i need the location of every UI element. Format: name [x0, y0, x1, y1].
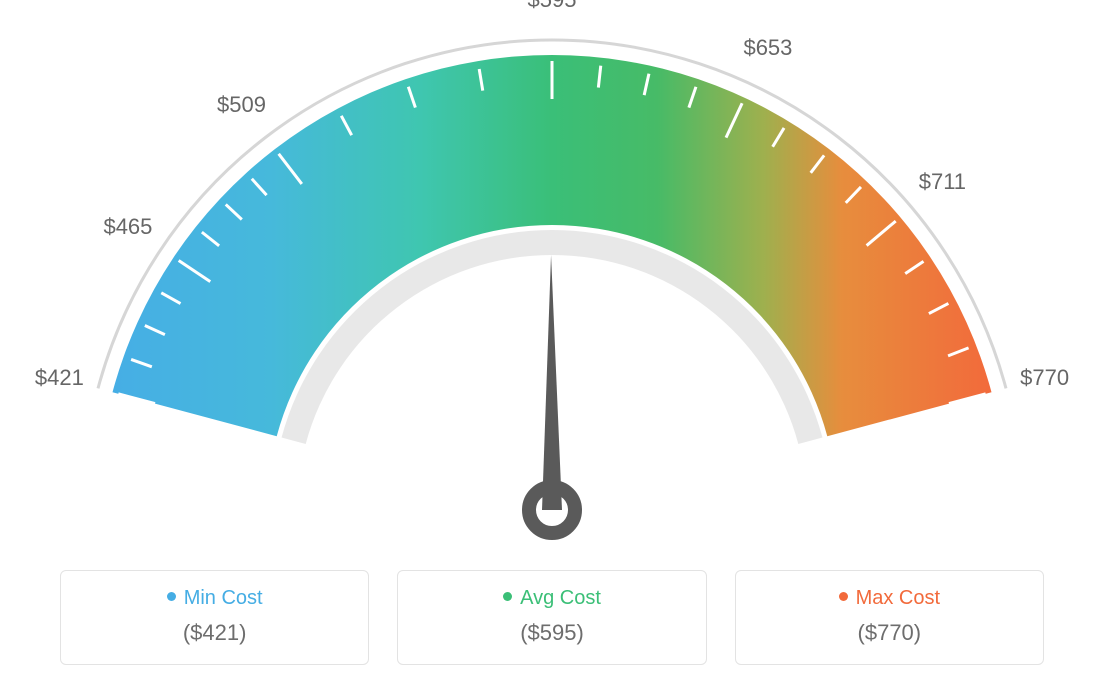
legend-label-min: Min Cost	[184, 587, 263, 609]
legend-value-max: ($770)	[746, 620, 1033, 646]
gauge-tick-label: $465	[103, 214, 152, 240]
legend-label-avg: Avg Cost	[520, 587, 601, 609]
gauge-tick-label: $509	[217, 92, 266, 118]
dot-icon-min	[167, 592, 176, 601]
dot-icon-avg	[503, 592, 512, 601]
gauge-svg	[0, 0, 1104, 570]
legend-card-max: Max Cost ($770)	[735, 570, 1044, 665]
legend-card-min: Min Cost ($421)	[60, 570, 369, 665]
gauge-tick-label: $595	[528, 0, 577, 13]
legend-title-max: Max Cost	[746, 587, 1033, 610]
gauge-tick-label: $770	[1020, 365, 1069, 391]
legend-card-avg: Avg Cost ($595)	[397, 570, 706, 665]
legend-label-max: Max Cost	[856, 587, 940, 609]
gauge-tick-label: $711	[919, 169, 966, 195]
legend-title-avg: Avg Cost	[408, 587, 695, 610]
legend-value-avg: ($595)	[408, 620, 695, 646]
gauge-tick-label: $421	[35, 365, 84, 391]
legend-value-min: ($421)	[71, 620, 358, 646]
dot-icon-max	[839, 592, 848, 601]
legend-row: Min Cost ($421) Avg Cost ($595) Max Cost…	[0, 570, 1104, 695]
gauge-tick-label: $653	[743, 35, 792, 61]
legend-title-min: Min Cost	[71, 587, 358, 610]
gauge-chart: $421 $465 $509 $595 $653 $711 $770	[0, 0, 1104, 570]
